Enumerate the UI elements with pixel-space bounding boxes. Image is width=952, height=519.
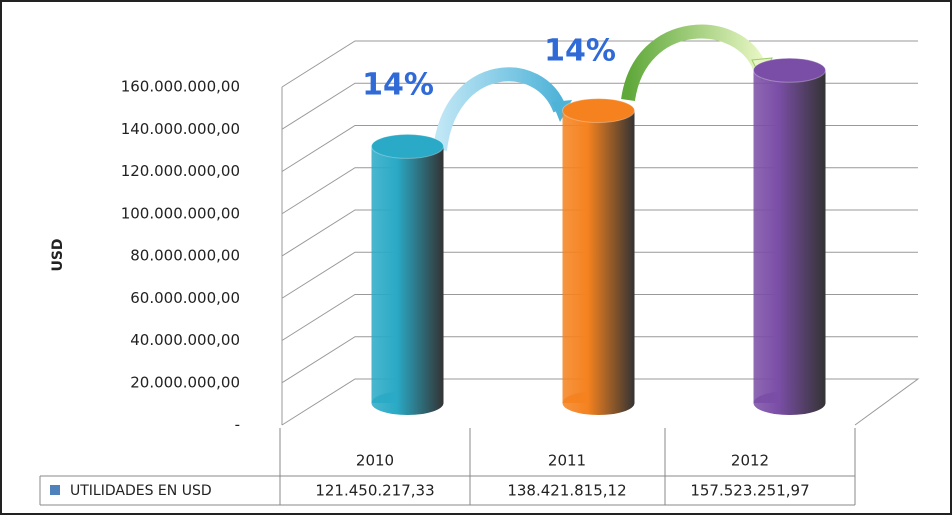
grid-line: [281, 82, 918, 130]
y-tick-label: 140.000.000,00: [121, 120, 240, 138]
value-label: 138.421.815,12: [507, 482, 626, 500]
bar: [562, 110, 635, 403]
bar-top: [371, 133, 444, 159]
value-label: 121.450.217,33: [315, 482, 434, 500]
bar-top: [753, 57, 826, 83]
y-tick-label: 60.000.000,00: [130, 289, 240, 307]
floor: [281, 378, 920, 426]
legend-swatch: [50, 485, 60, 495]
plot-walls: [281, 40, 920, 426]
table-lines: [39, 428, 856, 506]
y-tick-label: -: [235, 416, 240, 434]
grid-line: [281, 251, 918, 299]
grid-line: [281, 167, 918, 215]
bar-top: [562, 98, 635, 124]
grid-line: [281, 209, 918, 257]
arrow: [621, 24, 767, 102]
x-tick-label: 2011: [548, 452, 586, 470]
y-tick-label: 160.000.000,00: [121, 78, 240, 96]
legend-label: UTILIDADES EN USD: [70, 483, 212, 499]
x-tick-label: 2012: [731, 452, 769, 470]
y-tick-label: 100.000.000,00: [121, 204, 240, 222]
annotation: 14%: [362, 68, 434, 103]
arrow: [433, 67, 567, 151]
value-label: 157.523.251,97: [690, 482, 809, 500]
y-tick-label: 20.000.000,00: [130, 373, 240, 391]
annotation: 14%: [544, 34, 616, 69]
grid-line: [281, 336, 918, 384]
grid-line: [281, 125, 918, 172]
x-tick-label: 2010: [356, 452, 394, 470]
y-tick-label: 120.000.000,00: [121, 162, 240, 180]
bar: [371, 146, 444, 404]
grid-line: [281, 294, 918, 341]
y-tick-label: 40.000.000,00: [130, 331, 240, 349]
y-tick-label: 80.000.000,00: [130, 247, 240, 265]
bar: [753, 70, 826, 404]
y-axis-label: USD: [50, 238, 66, 271]
data-table: [39, 428, 856, 506]
